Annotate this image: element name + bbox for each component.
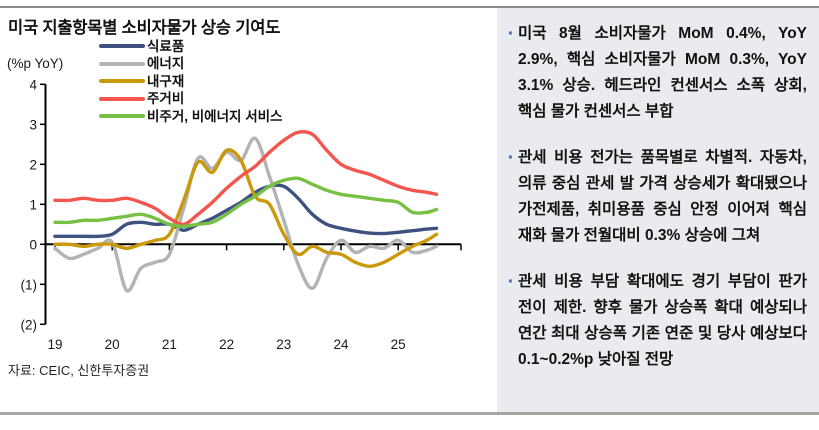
legend-item-non-housing-services: 비주거, 비에너지 서비스 [99, 109, 282, 124]
x-tick-label: 25 [391, 337, 406, 352]
legend-item-durables: 내구재 [99, 74, 282, 89]
legend-item-food: 식료품 [99, 39, 282, 54]
y-tick-label: (2) [21, 317, 38, 332]
bullet-text: 미국 8월 소비자물가 MoM 0.4%, YoY 2.9%, 핵심 소비자물가… [518, 25, 807, 120]
y-tick-label: 0 [29, 237, 37, 252]
y-tick-label: 3 [29, 117, 37, 132]
legend-label-non-housing-services: 비주거, 비에너지 서비스 [147, 108, 283, 124]
source-note: 자료: CEIC, 신한투자증권 [8, 363, 150, 378]
bullet-marker: · [507, 147, 515, 169]
series-line-energy [53, 136, 439, 293]
x-tick-label: 23 [276, 337, 291, 352]
y-tick-label: (1) [21, 277, 38, 292]
legend-swatch-non-housing-services [99, 114, 145, 119]
bullet-marker: · [507, 271, 515, 293]
bullet-item: · 미국 8월 소비자물가 MoM 0.4%, YoY 2.9%, 핵심 소비자… [504, 21, 807, 125]
bullet-item: · 관세 비용 부담 확대에도 경기 부담이 판가 전이 제한. 향후 물가 상… [504, 269, 807, 373]
bullet-item: · 관세 비용 전가는 품목별로 차별적. 자동차, 의류 중심 관세 발 가격… [504, 145, 807, 249]
y-tick-label: 1 [29, 197, 37, 212]
x-tick-label: 24 [333, 337, 349, 352]
legend-swatch-housing [99, 96, 145, 101]
y-tick-label: 4 [29, 77, 37, 92]
top-divider [0, 6, 819, 8]
legend-label-food: 식료품 [147, 38, 185, 54]
x-tick-label: 22 [219, 337, 234, 352]
legend-item-housing: 주거비 [99, 92, 282, 107]
y-axis-unit-label: (%p YoY) [7, 56, 64, 71]
legend-swatch-food [99, 44, 145, 49]
series-line-durables [53, 148, 439, 268]
bullet-text: 관세 비용 부담 확대에도 경기 부담이 판가 전이 제한. 향후 물가 상승폭… [518, 273, 807, 368]
series-line-food [53, 183, 439, 239]
commentary-panel: · 미국 8월 소비자물가 MoM 0.4%, YoY 2.9%, 핵심 소비자… [497, 8, 819, 412]
legend-swatch-durables [99, 79, 145, 84]
x-tick-label: 20 [105, 337, 120, 352]
series-line-housing [53, 130, 439, 227]
bottom-divider [0, 412, 819, 415]
figure-title: 미국 지출항목별 소비자물가 상승 기여도 [8, 19, 281, 37]
legend-swatch-energy [99, 61, 145, 66]
series-line-non-housing-services [53, 176, 439, 228]
legend-item-energy: 에너지 [99, 57, 282, 72]
y-tick-label: 2 [29, 157, 37, 172]
bullet-text: 관세 비용 전가는 품목별로 차별적. 자동차, 의류 중심 관세 발 가격 상… [518, 149, 807, 244]
bullet-marker: · [507, 23, 515, 45]
x-tick-label: 21 [162, 337, 177, 352]
legend-label-energy: 에너지 [147, 56, 185, 71]
legend-label-durables: 내구재 [147, 73, 185, 89]
x-tick-label: 19 [47, 337, 62, 352]
legend-label-housing: 주거비 [147, 91, 185, 106]
